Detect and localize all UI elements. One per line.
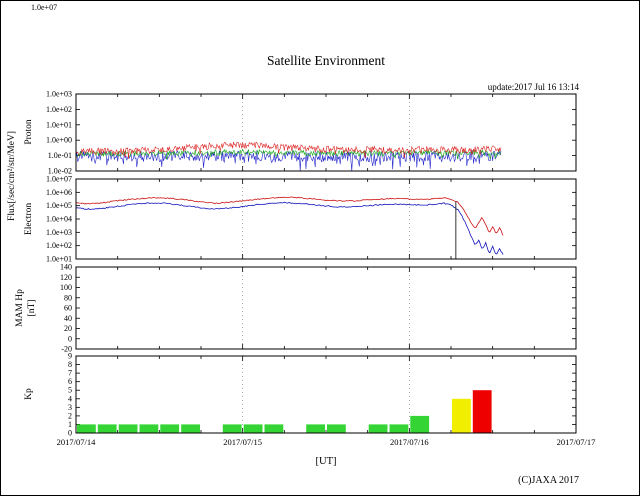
kp-bar: [264, 424, 284, 433]
series-proton-red: [75, 141, 502, 159]
kp-bar: [139, 424, 159, 433]
kp-bar: [222, 424, 242, 433]
kp-bar: [243, 424, 263, 433]
y-tick-label: 1: [68, 420, 72, 429]
y-tick-label: 3: [68, 403, 72, 412]
kp-bar: [97, 424, 117, 433]
panel-electron: 1.0e+07 1.0e+06 1.0e+05 1.0e+04 1.0e+03 1.0e+…: [46, 175, 577, 264]
y-tick-label: 1.0e+00: [46, 136, 72, 145]
y-tick-label: -20: [61, 345, 72, 354]
y-tick-label: 7: [68, 369, 72, 378]
y-tick-label: 1.0e+03: [46, 90, 72, 99]
copyright: (C)JAXA 2017: [518, 475, 579, 486]
x-tick-label: 2017/07/17: [557, 437, 596, 447]
y-tick-label: 140: [60, 263, 72, 272]
mam-hp-axis-label: MAM Hp: [15, 289, 25, 327]
mam-hp-unit-label: [nT]: [27, 300, 37, 317]
y-tick-label: 1.0e+01: [46, 120, 72, 129]
kp-bar: [368, 424, 388, 433]
panel-border: [75, 178, 577, 260]
update-timestamp: update:2017 Jul 16 13:14: [488, 82, 580, 92]
kp-bar: [118, 424, 138, 433]
x-tick-label: 2017/07/14: [57, 437, 96, 447]
series-electron-blue: [75, 201, 504, 255]
y-tick-label: 0: [68, 429, 72, 438]
y-tick-label: 1.0e+01: [46, 255, 72, 264]
series-proton-blue: [75, 150, 502, 172]
kp-bar: [472, 390, 492, 433]
x-tick-label: 2017/07/16: [390, 437, 429, 447]
y-tick-label: 120: [60, 273, 72, 282]
y-tick-label: 1.0e+02: [46, 105, 72, 114]
y-tick-label: 100: [60, 283, 72, 292]
y-tick-label: 80: [64, 293, 72, 302]
y-tick-label: 4: [68, 394, 72, 403]
y-tick-label: 40: [64, 314, 72, 323]
kp-axis-label: Kp: [24, 388, 34, 400]
page-title: Satellite Environment: [267, 53, 385, 68]
panel-proton: 1.0e+03 1.0e+02 1.0e+01 1.0e+00 1.0e-01 1.0e-…: [46, 90, 577, 176]
y-tick-label: 60: [64, 304, 72, 313]
y-tick-label: 1.0e-01: [48, 151, 72, 160]
y-tick-label: 1.0e+05: [46, 201, 72, 210]
kp-bar: [160, 424, 180, 433]
kp-bar: [452, 398, 471, 433]
y-tick-label: 2: [68, 411, 72, 420]
cropped-tick-label: 1.0e+07: [31, 3, 57, 12]
y-tick-label: 1.0e+02: [46, 241, 72, 250]
y-tick-label: 8: [68, 360, 72, 369]
x-tick-label: 2017/07/15: [223, 437, 262, 447]
panel-border: [75, 93, 577, 172]
panel-border: [75, 266, 577, 350]
panels-group: 1.0e+03 1.0e+02 1.0e+01 1.0e+00 1.0e-01 1.0e-…: [46, 90, 595, 448]
y-tick-label: 5: [68, 386, 72, 395]
kp-bar: [306, 424, 325, 433]
series-electron-red: [75, 196, 504, 236]
y-tick-label: 1.0e+03: [46, 228, 72, 237]
flux-axis-label: Flux[/sec/cm²/str/MeV]: [7, 131, 17, 221]
y-tick-label: 6: [68, 377, 72, 386]
kp-bar: [77, 424, 96, 433]
y-tick-label: 1.0e+07: [46, 175, 72, 184]
y-tick-label: 20: [64, 324, 72, 333]
series-proton-green: [76, 148, 502, 160]
kp-bar: [181, 424, 200, 433]
electron-axis-label: Electron: [24, 203, 34, 235]
panel-border: [75, 355, 577, 434]
kp-bar: [327, 424, 346, 433]
y-tick-label: 1.0e-02: [48, 167, 72, 176]
y-tick-label: 1.0e+06: [46, 188, 72, 197]
y-tick-label: 1.0e+04: [46, 215, 72, 224]
kp-bar: [389, 424, 409, 433]
x-axis-label: [UT]: [316, 456, 337, 467]
kp-bar: [410, 415, 430, 433]
y-tick-label: 9: [68, 352, 72, 361]
proton-axis-label: Proton: [24, 119, 34, 145]
y-tick-label: 0: [68, 334, 72, 343]
